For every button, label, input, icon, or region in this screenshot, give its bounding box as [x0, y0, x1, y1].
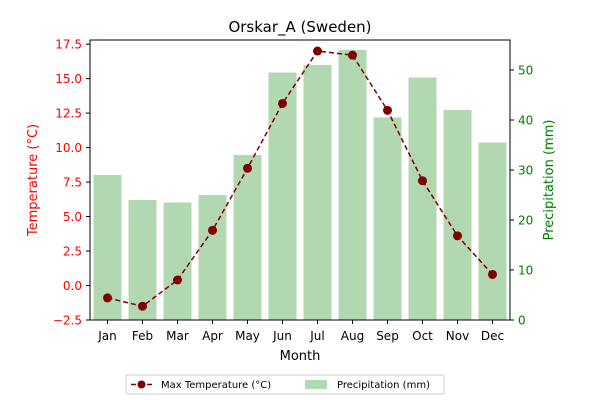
- x-tick-label: Nov: [446, 329, 469, 343]
- x-tick-label: Jan: [97, 329, 117, 343]
- temperature-point: [208, 225, 217, 235]
- plot-frame: [89, 39, 511, 321]
- temperature-point: [383, 105, 392, 115]
- temperature-point: [313, 46, 322, 56]
- temperature-point: [173, 275, 182, 285]
- temperature-series-line: [107, 50, 494, 308]
- right-y-axis-ticks: 0 10 20 30 40 50: [510, 64, 533, 328]
- precipitation-bar: [128, 200, 157, 320]
- left-tick-label: 17.5: [55, 38, 82, 52]
- legend-marker-swatch: [137, 380, 146, 389]
- x-tick-label: Apr: [202, 329, 223, 343]
- left-tick-label: 10.0: [55, 141, 82, 155]
- x-tick-label: Feb: [132, 329, 153, 343]
- x-axis-label: Month: [280, 349, 321, 364]
- precipitation-bar: [303, 65, 332, 320]
- x-tick-label: Oct: [412, 329, 433, 343]
- right-y-axis-label: Precipitation (mm): [542, 120, 557, 241]
- right-tick-label: 0: [518, 314, 526, 328]
- x-tick-label: Sep: [376, 329, 399, 343]
- x-tick-label: Dec: [481, 329, 504, 343]
- precipitation-bar: [163, 202, 192, 320]
- temperature-point: [103, 293, 112, 303]
- left-tick-label: 0.0: [63, 279, 82, 293]
- precipitation-bar: [233, 155, 262, 320]
- right-tick-label: 10: [518, 264, 533, 278]
- temperature-point: [278, 98, 287, 108]
- left-tick-label: 7.5: [63, 176, 82, 190]
- left-tick-label: 5.0: [63, 210, 82, 224]
- precipitation-bar: [268, 72, 297, 320]
- x-tick-label: Jul: [309, 329, 324, 343]
- legend: Max Temperature (°C) Precipitation (mm): [125, 374, 445, 395]
- precipitation-bar: [373, 117, 402, 320]
- x-tick-label: Mar: [166, 329, 189, 343]
- left-tick-label: 12.5: [55, 107, 82, 121]
- temperature-point: [138, 301, 147, 311]
- precipitation-bar: [198, 195, 227, 320]
- temperature-point: [348, 50, 357, 60]
- right-tick-label: 30: [518, 164, 533, 178]
- temperature-point: [453, 231, 462, 241]
- left-tick-label: 2.5: [63, 245, 82, 259]
- right-tick-label: 20: [518, 214, 533, 228]
- legend-bar-swatch: [305, 380, 327, 389]
- precipitation-bar: [443, 110, 472, 320]
- precipitation-bar: [338, 50, 367, 320]
- left-y-axis-ticks: −2.5 0.0 2.5 5.0 7.5 10.0 12.5 15.0 17.5: [53, 38, 90, 328]
- legend-box: [125, 374, 445, 395]
- precipitation-bars: [93, 50, 507, 320]
- temperature-line: [103, 46, 497, 311]
- left-tick-label: −2.5: [53, 314, 82, 328]
- right-tick-label: 50: [518, 64, 533, 78]
- legend-temperature-label: Max Temperature (°C): [161, 380, 271, 391]
- chart-title: Orskar_A (Sweden): [228, 18, 371, 37]
- precipitation-bar: [408, 77, 437, 320]
- temperature-point: [243, 163, 252, 173]
- x-axis-ticks: Jan Feb Mar Apr May Jun Jul Aug Sep Oct Nov Dec: [97, 320, 504, 343]
- x-tick-label: May: [235, 329, 260, 343]
- temperature-point: [418, 176, 427, 186]
- precipitation-bar: [478, 142, 507, 320]
- left-tick-label: 15.0: [55, 72, 82, 86]
- x-tick-label: Aug: [341, 329, 364, 343]
- left-y-axis-label: Temperature (°C): [26, 124, 41, 237]
- temperature-point: [488, 269, 497, 279]
- legend-precipitation-label: Precipitation (mm): [337, 380, 430, 391]
- right-tick-label: 40: [518, 114, 533, 128]
- x-tick-label: Jun: [272, 329, 292, 343]
